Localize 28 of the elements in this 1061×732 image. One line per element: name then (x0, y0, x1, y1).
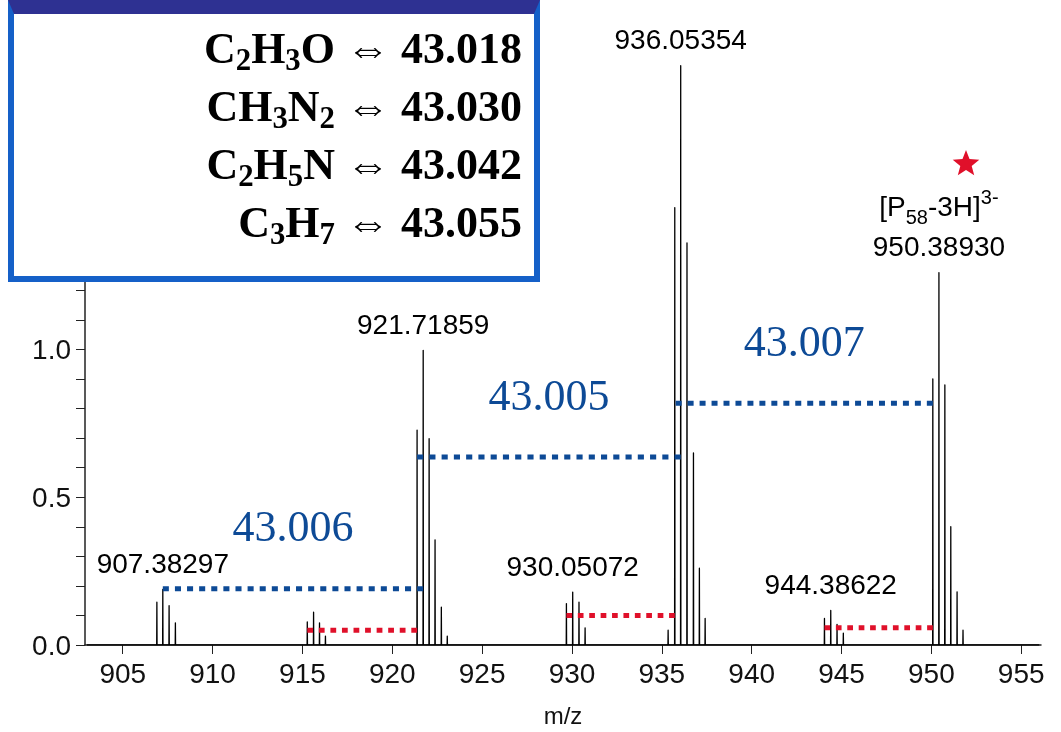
series-label: 43.005 (488, 370, 610, 420)
y-tick-label: 0.5 (32, 481, 71, 513)
x-tick-label: 910 (189, 657, 236, 689)
series-label: 43.007 (743, 316, 865, 366)
y-tick-label: 1.0 (32, 333, 71, 365)
x-tick-label: 915 (279, 657, 326, 689)
annotation: 907.38297 (96, 547, 229, 579)
x-tick-label: 920 (368, 657, 416, 689)
annotation: 944.38622 (764, 568, 897, 600)
series-label: 43.006 (232, 502, 354, 552)
annotation: 936.05354 (614, 24, 747, 56)
annotation: CH$_{3}$N$_{2}$ ⇔ 43.030 (205, 81, 523, 136)
annotation: 950.38930 (872, 231, 1006, 263)
annotation: C$_{3}$H$_{7}$ ⇔ 43.055 (237, 197, 523, 252)
x-axis-title: m/z (543, 701, 583, 729)
annotation: C$_{2}$H$_{5}$N ⇔ 43.042 (205, 139, 523, 194)
x-tick-label: 905 (99, 657, 147, 689)
x-tick-label: 945 (818, 657, 865, 689)
annotation: 921.71859 (357, 308, 490, 340)
x-tick-label: 935 (638, 657, 686, 689)
x-tick-label: 940 (728, 657, 776, 689)
annotation: 930.05072 (506, 550, 639, 582)
annotation: C$_{2}$H$_{3}$O ⇔ 43.018 (202, 23, 523, 78)
y-tick-label: 0.0 (32, 629, 71, 661)
x-tick-label: 955 (997, 657, 1045, 689)
x-tick-label: 925 (458, 657, 506, 689)
x-tick-label: 930 (548, 657, 596, 689)
x-tick-label: 950 (908, 657, 955, 689)
